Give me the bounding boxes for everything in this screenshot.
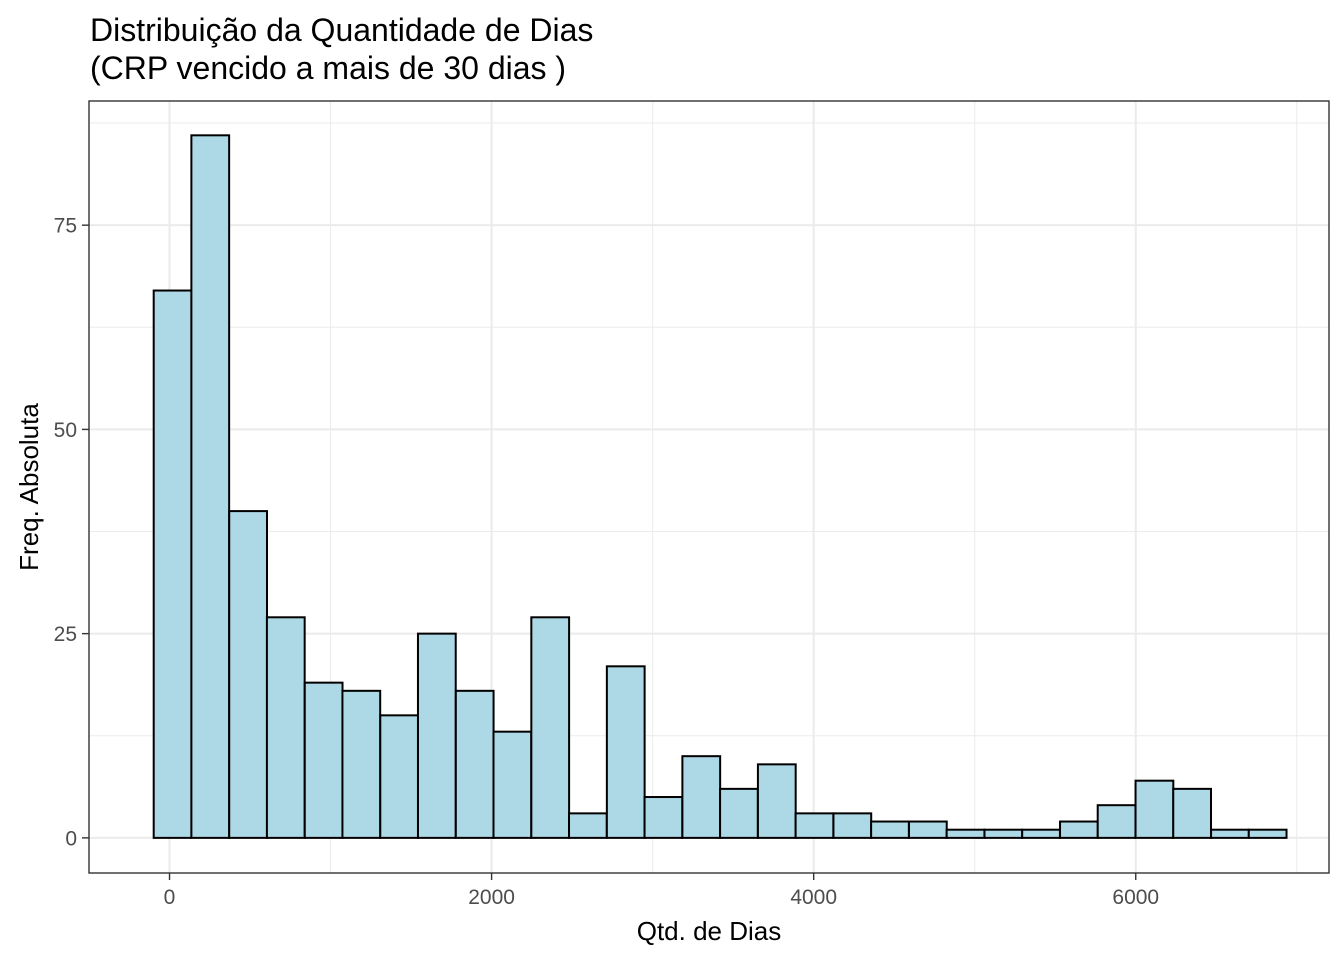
- histogram-bar: [1247, 828, 1288, 839]
- histogram-bar: [907, 820, 948, 839]
- y-axis: 0 25 50 75: [54, 215, 89, 850]
- x-tick-label: 0: [164, 886, 176, 909]
- histogram-bar: [228, 510, 268, 839]
- histogram-bar: [719, 787, 759, 839]
- histogram-bar: [794, 812, 835, 839]
- x-axis-title: Qtd. de Dias: [637, 916, 782, 946]
- y-tick-label: 50: [54, 419, 77, 442]
- histogram-bar: [1096, 804, 1137, 839]
- histogram-bar: [983, 828, 1024, 839]
- histogram-bar: [379, 714, 420, 839]
- histogram-bar: [1210, 828, 1250, 839]
- histogram-bar: [1059, 820, 1099, 839]
- chart-subtitle: (CRP vencido a mais de 30 dias ): [90, 50, 566, 86]
- chart-title: Distribuição da Quantidade de Dias: [90, 12, 593, 48]
- histogram-bar: [492, 730, 533, 839]
- y-tick-label: 0: [65, 827, 77, 850]
- histogram-bar: [832, 812, 873, 839]
- y-axis-title: Freq. Absoluta: [14, 403, 44, 571]
- histogram-bar: [1134, 779, 1175, 839]
- histogram-bar: [870, 820, 910, 839]
- histogram-bars: [152, 134, 1288, 839]
- histogram-bar: [568, 812, 608, 839]
- histogram-bar: [756, 763, 797, 839]
- histogram-bar: [605, 665, 646, 839]
- histogram-bar: [190, 134, 231, 839]
- plot-panel-border: [88, 100, 1330, 874]
- histogram-bar: [303, 681, 344, 839]
- x-axis: 0 2000 4000 6000: [164, 873, 1159, 909]
- histogram-bar: [265, 616, 306, 839]
- histogram-bar: [152, 289, 193, 839]
- histogram-bar: [1021, 828, 1061, 839]
- histogram-bar: [416, 632, 457, 839]
- histogram-bar: [681, 755, 722, 839]
- histogram-bar: [530, 616, 571, 839]
- x-tick-label: 4000: [790, 886, 837, 909]
- x-tick-label: 6000: [1112, 886, 1159, 909]
- y-tick-label: 75: [54, 215, 77, 238]
- histogram-bar: [945, 828, 986, 839]
- histogram-bar: [1172, 787, 1212, 839]
- x-tick-label: 2000: [468, 886, 515, 909]
- histogram-bar: [341, 689, 382, 839]
- histogram-bar: [454, 689, 495, 839]
- y-tick-label: 25: [54, 623, 77, 646]
- histogram-bar: [643, 796, 684, 839]
